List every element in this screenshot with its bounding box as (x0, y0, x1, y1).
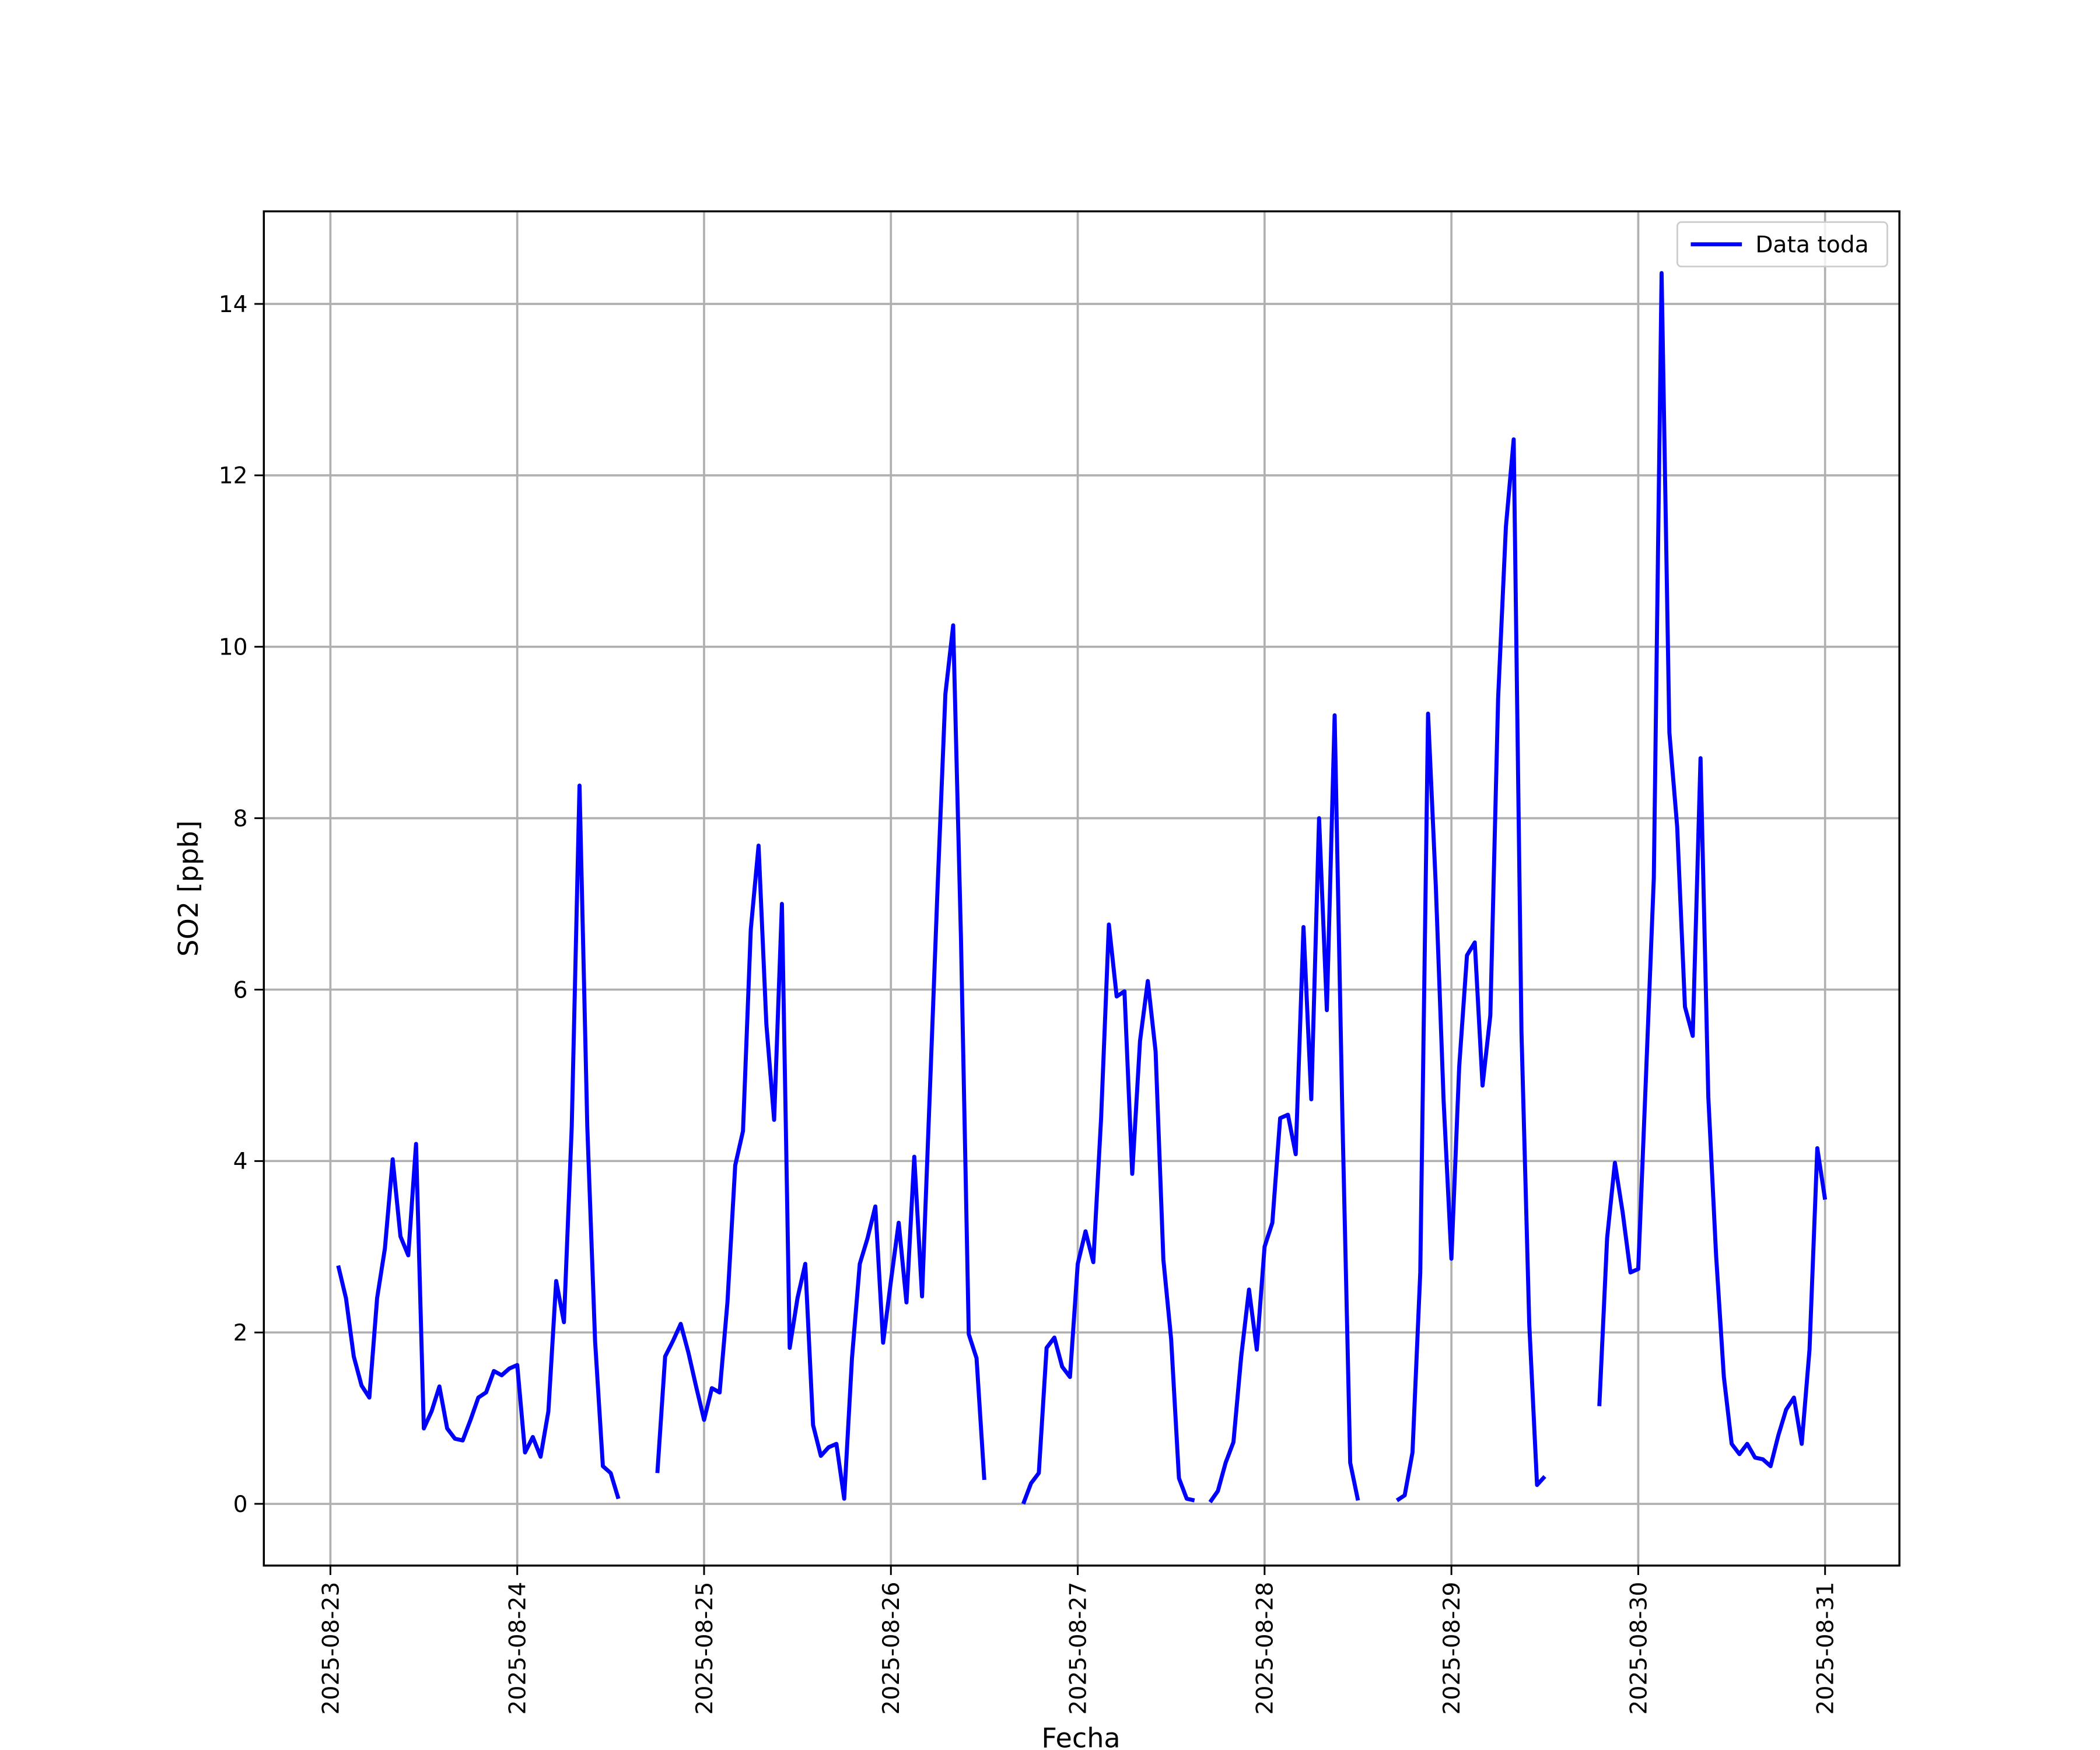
y-tick-label: 4 (233, 1149, 248, 1175)
x-axis-label: Fecha (1041, 1722, 1120, 1750)
legend-box (1676, 221, 1888, 268)
y-tick-label: 10 (219, 635, 248, 661)
y-tick-label: 14 (219, 292, 248, 318)
y-tick-label: 8 (233, 806, 248, 832)
y-axis-label: SO2 [ppb] (173, 820, 204, 957)
data-line (336, 271, 1828, 1505)
x-tick-label: 2025-08-26 (878, 1582, 905, 1715)
plot-frame (262, 210, 1901, 1567)
x-tick-label: 2025-08-24 (505, 1582, 531, 1715)
y-tick-label: 12 (219, 463, 248, 489)
y-tick-label: 6 (233, 977, 248, 1003)
legend-label: Data toda (1755, 232, 1868, 258)
x-tick-label: 2025-08-30 (1626, 1582, 1652, 1715)
x-tick-label: 2025-08-29 (1439, 1582, 1465, 1715)
x-tick-label: 2025-08-28 (1252, 1582, 1279, 1715)
x-tick-label: 2025-08-23 (318, 1582, 344, 1715)
x-tick-label: 2025-08-31 (1813, 1582, 1839, 1715)
y-tick-label: 0 (233, 1492, 248, 1518)
x-tick-label: 2025-08-27 (1065, 1582, 1091, 1715)
y-tick-label: 2 (233, 1320, 248, 1346)
x-tick-label: 2025-08-25 (692, 1582, 718, 1715)
